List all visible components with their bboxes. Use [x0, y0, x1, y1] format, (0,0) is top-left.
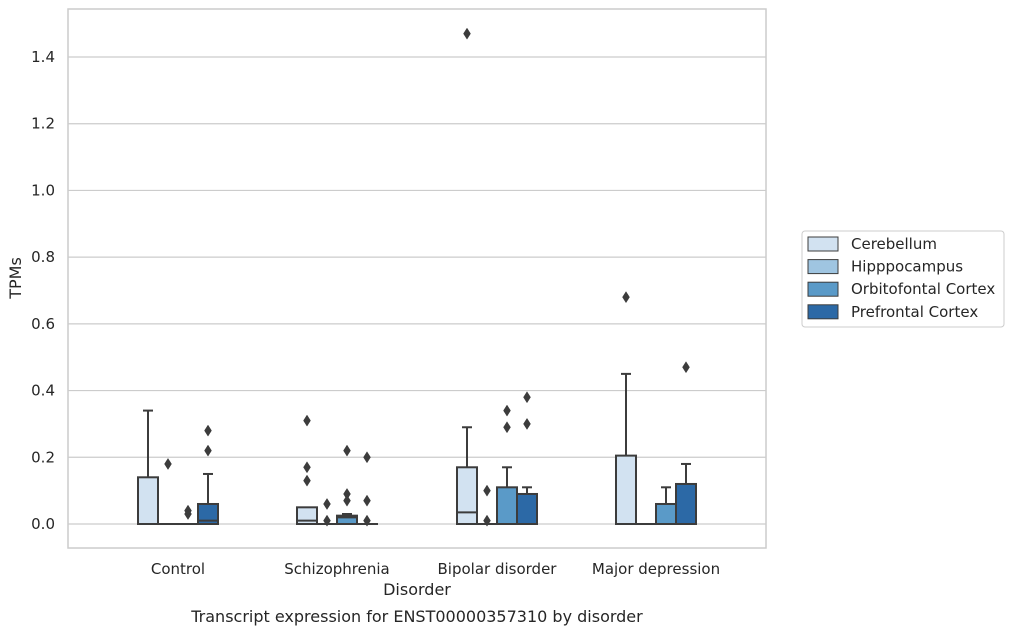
box-body: [496, 486, 518, 525]
box-2-2: [496, 404, 518, 525]
outlier-point: [622, 291, 630, 304]
outlier-point: [303, 474, 311, 487]
outlier-point: [204, 444, 212, 457]
box-3-3: [675, 361, 697, 526]
box-1-0: [296, 414, 318, 526]
box-0-0: [137, 409, 159, 525]
x-tick-label: Schizophrenia: [284, 560, 389, 578]
outlier-point: [164, 457, 172, 470]
outlier-point: [323, 514, 331, 527]
outlier-point: [523, 417, 531, 430]
chart-title: Transcript expression for ENST0000035731…: [190, 607, 643, 626]
outlier-point: [303, 461, 311, 474]
box-0-2: [177, 504, 199, 526]
box-2-3: [516, 391, 538, 526]
x-tick-labels: Control Schizophrenia Bipolar disorder Majo…: [151, 560, 720, 578]
legend-swatch: [807, 236, 839, 252]
y-tick-label: 0.2: [31, 448, 55, 466]
box-2-1: [476, 484, 498, 527]
outlier-point: [363, 494, 371, 507]
outlier-point: [463, 27, 471, 40]
box-body: [655, 502, 677, 526]
outlier-point: [503, 404, 511, 417]
legend-swatch: [807, 304, 839, 320]
box-groups: [137, 27, 697, 527]
y-tick-label: 0.0: [31, 515, 55, 533]
y-tick-label: 1.2: [31, 115, 55, 133]
box-1-2: [336, 444, 358, 525]
box-body: [336, 514, 358, 525]
outlier-point: [363, 514, 371, 527]
y-tick-labels: 0.0 0.2 0.4 0.6 0.8 1.0 1.2 1.4: [31, 48, 55, 533]
outlier-point: [343, 494, 351, 507]
box-body: [516, 492, 538, 526]
box-body: [615, 454, 637, 525]
outlier-point: [343, 444, 351, 457]
box-0-1: [157, 457, 179, 526]
x-axis-label: Disorder: [383, 580, 451, 599]
box-body: [456, 466, 478, 525]
x-tick-label: Bipolar disorder: [438, 560, 558, 578]
y-tick-label: 1.4: [31, 48, 55, 66]
outlier-point: [303, 414, 311, 427]
legend-swatch: [807, 259, 839, 275]
outlier-point: [184, 504, 192, 517]
box-1-3: [356, 451, 378, 527]
plot-frame: [67, 8, 767, 549]
y-tick-label: 0.8: [31, 248, 55, 266]
y-axis-label: TPMs: [6, 257, 25, 300]
box-body: [137, 476, 159, 525]
y-tick-label: 1.0: [31, 181, 55, 199]
outlier-point: [343, 488, 351, 500]
x-tick-label: Control: [151, 560, 205, 578]
x-tick-label: Major depression: [592, 560, 720, 578]
outlier-point: [363, 451, 371, 464]
box-2-0: [456, 27, 478, 525]
legend-label: Prefrontal Cortex: [851, 303, 978, 321]
box-1-1: [316, 498, 338, 527]
outlier-point: [323, 498, 331, 510]
outlier-point: [523, 391, 531, 404]
box-body: [197, 502, 219, 526]
box-3-0: [615, 291, 637, 525]
legend-swatch: [807, 281, 839, 297]
outlier-point: [483, 514, 491, 527]
outlier-point: [204, 424, 212, 437]
legend-items: Cerebellum Hipppocampus Orbitofontal Corte…: [807, 235, 995, 321]
y-tick-label: 0.4: [31, 382, 55, 400]
gridlines: [68, 56, 766, 525]
legend-label: Hipppocampus: [851, 258, 963, 276]
outlier-point: [483, 484, 491, 497]
legend-frame: [801, 230, 1005, 328]
y-tick-label: 0.6: [31, 315, 55, 333]
outlier-point: [682, 361, 690, 374]
box-3-2: [655, 486, 677, 526]
legend-label: Cerebellum: [851, 235, 937, 253]
outlier-point: [503, 421, 511, 434]
box-0-3: [197, 424, 219, 526]
box-body: [675, 482, 697, 526]
legend: Cerebellum Hipppocampus Orbitofontal Corte…: [801, 230, 1005, 328]
legend-label: Orbitofontal Cortex: [851, 280, 995, 298]
